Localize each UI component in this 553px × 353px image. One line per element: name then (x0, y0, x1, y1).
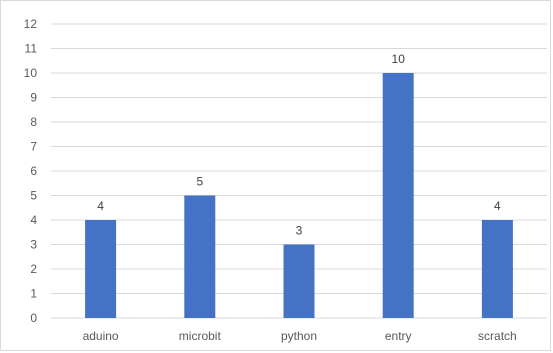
y-tick-label: 0 (30, 311, 37, 325)
x-tick-label-python: python (281, 329, 317, 343)
y-tick-label: 3 (30, 238, 37, 252)
bar-python (284, 245, 315, 319)
bar-entry (383, 73, 414, 318)
y-tick-label: 2 (30, 262, 37, 276)
data-label-scratch: 4 (494, 199, 501, 213)
y-tick-label: 8 (30, 115, 37, 129)
x-tick-label-aduino: aduino (83, 329, 119, 343)
data-label-microbit: 5 (196, 175, 203, 189)
y-tick-label: 6 (30, 164, 37, 178)
bar-aduino (85, 220, 116, 318)
y-tick-label: 4 (30, 213, 37, 227)
y-tick-label: 1 (30, 287, 37, 301)
x-tick-label-microbit: microbit (179, 329, 222, 343)
y-tick-label: 11 (25, 42, 38, 56)
data-label-aduino: 4 (97, 199, 104, 213)
data-label-python: 3 (296, 224, 303, 238)
y-tick-label: 5 (30, 189, 37, 203)
y-tick-label: 12 (24, 17, 38, 31)
bar-scratch (482, 220, 513, 318)
x-tick-label-entry: entry (385, 329, 412, 343)
y-tick-label: 7 (30, 140, 37, 154)
data-label-entry: 10 (392, 52, 406, 66)
bar-microbit (184, 196, 215, 319)
y-tick-label: 9 (30, 91, 37, 105)
x-tick-label-scratch: scratch (478, 329, 517, 343)
y-tick-label: 10 (24, 66, 38, 80)
